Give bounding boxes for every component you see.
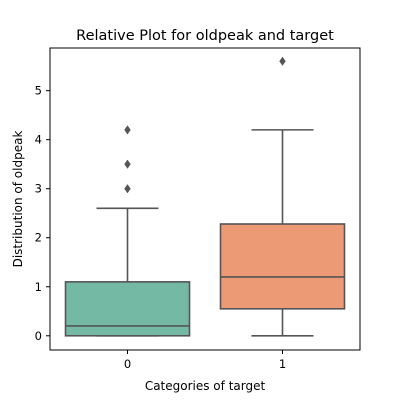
outlier-0-0 (124, 184, 131, 194)
y-axis: 0 1 2 3 4 5 (35, 84, 50, 343)
outlier-0-1 (124, 159, 131, 169)
x-tick-label-0: 0 (124, 357, 131, 371)
plot-frame (49, 47, 361, 351)
box-group-1 (219, 56, 346, 337)
y-tick-label-5: 5 (35, 84, 42, 98)
y-tick-label-0: 0 (35, 329, 42, 343)
x-axis-label: Categories of target (145, 379, 266, 393)
y-tick-label-2: 2 (35, 231, 42, 245)
box-group-0 (64, 125, 191, 337)
outlier-0-2 (124, 125, 131, 135)
chart-title: Relative Plot for oldpeak and target (76, 28, 334, 44)
plot-area (64, 56, 346, 337)
x-tick-label-1: 1 (279, 357, 286, 371)
iqr-box-1 (219, 223, 346, 310)
y-tick-label-1: 1 (35, 280, 42, 294)
y-tick-label-4: 4 (35, 133, 42, 147)
outlier-1-0 (279, 56, 286, 66)
y-axis-label: Distribution of oldpeak (11, 131, 25, 268)
y-tick-label-3: 3 (35, 182, 42, 196)
iqr-box-0 (64, 281, 191, 337)
